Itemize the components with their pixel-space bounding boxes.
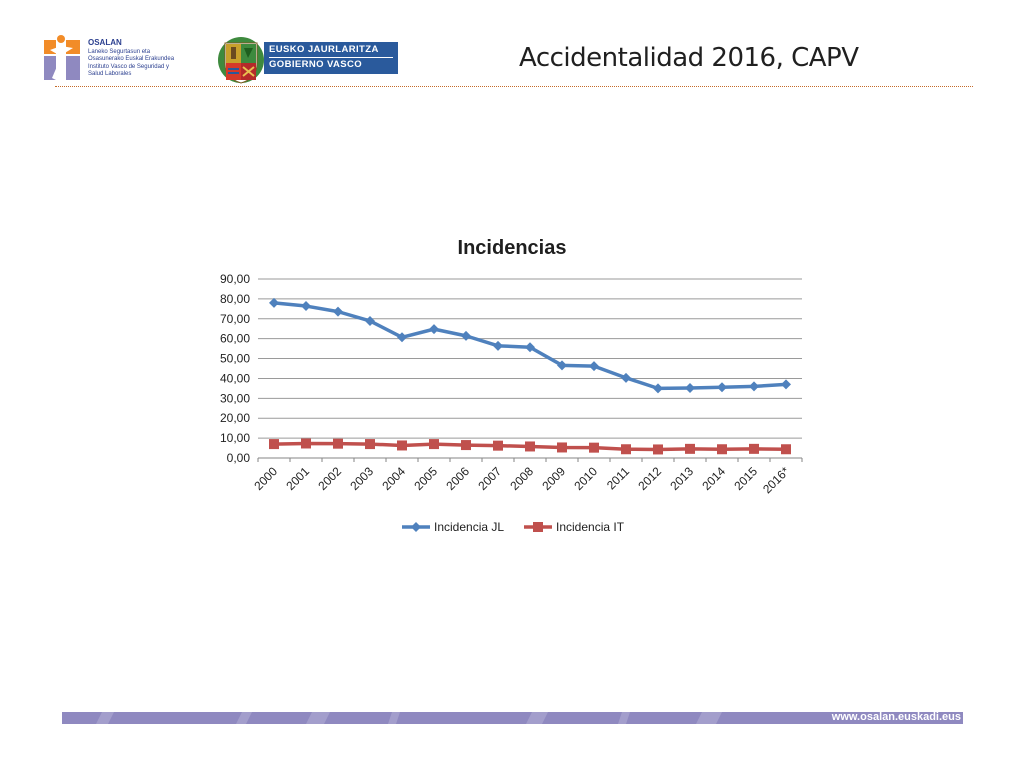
osalan-line-1: Laneko Segurtasun eta xyxy=(88,49,151,55)
gobierno-vasco-banner: EUSKO JAURLARITZA GOBIERNO VASCO xyxy=(264,42,398,74)
x-tick-label: 2006 xyxy=(443,464,472,493)
data-point xyxy=(557,442,567,453)
x-tick-label: 2015 xyxy=(731,464,760,493)
data-point xyxy=(429,324,439,335)
y-tick-label: 0,00 xyxy=(227,451,251,465)
data-point xyxy=(717,444,727,455)
x-tick-label: 2010 xyxy=(571,464,600,493)
y-tick-label: 30,00 xyxy=(220,391,250,405)
x-tick-label: 2000 xyxy=(251,464,280,493)
chart-container: Incidencias 0,00 10,00 20,00 30,00 40,00 50,0… xyxy=(190,222,830,552)
x-tick-label: 2013 xyxy=(667,464,696,493)
osalan-line-3: Instituto Vasco de Seguridad y xyxy=(88,64,169,70)
data-point xyxy=(589,361,599,372)
slide-header: OSALAN Laneko Segurtasun eta Osasunerako… xyxy=(0,0,1024,92)
series-incidencia-jl xyxy=(269,297,791,394)
osalan-line-2: Osasunerako Euskal Erakundea xyxy=(88,56,175,62)
data-point xyxy=(493,340,503,351)
x-tick-label: 2002 xyxy=(315,464,344,493)
data-point xyxy=(269,439,279,450)
legend-item: Incidencia IT xyxy=(524,520,625,534)
x-tick-label: 2001 xyxy=(283,464,312,493)
data-point xyxy=(301,301,311,312)
osalan-name: OSALAN xyxy=(88,38,122,47)
legend-label: Incidencia IT xyxy=(556,520,625,534)
osalan-figure-icon xyxy=(44,35,80,80)
legend-marker xyxy=(533,522,543,532)
x-tick-label: 2009 xyxy=(539,464,568,493)
data-point xyxy=(365,439,375,450)
data-point xyxy=(621,372,631,383)
data-point xyxy=(461,440,471,451)
data-point xyxy=(333,438,343,449)
data-point xyxy=(653,444,663,455)
legend-marker xyxy=(411,522,421,532)
y-tick-label: 90,00 xyxy=(220,272,250,286)
legend-item: Incidencia JL xyxy=(402,520,504,534)
header-divider xyxy=(55,86,973,87)
coat-of-arms-icon xyxy=(218,37,264,84)
incidencias-chart: Incidencias 0,00 10,00 20,00 30,00 40,00 50,0… xyxy=(220,237,803,534)
x-axis-ticks: 2000 2001 2002 2003 2004 2005 2006 2007 2008 2009… xyxy=(251,458,803,496)
data-point xyxy=(397,440,407,451)
data-point xyxy=(653,383,663,394)
gobierno-vasco-logo: EUSKO JAURLARITZA GOBIERNO VASCO xyxy=(216,34,400,86)
data-point xyxy=(493,440,503,451)
y-axis-ticks: 0,00 10,00 20,00 30,00 40,00 50,00 60,00 70,00 8… xyxy=(220,272,250,465)
data-point xyxy=(269,297,279,308)
gobierno-line-1: EUSKO JAURLARITZA xyxy=(269,44,379,55)
footer-bar: www.osalan.euskadi.eus xyxy=(62,712,963,724)
data-point xyxy=(461,330,471,341)
y-tick-label: 40,00 xyxy=(220,371,250,385)
data-point xyxy=(589,442,599,453)
series-incidencia-it xyxy=(269,438,791,455)
gobierno-line-2: GOBIERNO VASCO xyxy=(269,59,363,70)
footer-pattern xyxy=(96,712,722,724)
x-tick-label: 2004 xyxy=(379,464,408,493)
data-point xyxy=(749,381,759,392)
data-point xyxy=(397,332,407,343)
y-tick-label: 20,00 xyxy=(220,411,250,425)
chart-title: Incidencias xyxy=(458,237,567,259)
data-point xyxy=(365,315,375,326)
data-point xyxy=(333,306,343,317)
data-point xyxy=(781,444,791,455)
y-tick-label: 70,00 xyxy=(220,312,250,326)
x-tick-label: 2016* xyxy=(760,464,792,496)
chart-series xyxy=(269,297,791,455)
chart-legend: Incidencia JL Incidencia IT xyxy=(402,520,625,534)
x-tick-label: 2008 xyxy=(507,464,536,493)
y-tick-label: 60,00 xyxy=(220,332,250,346)
data-point xyxy=(621,444,631,455)
data-point xyxy=(525,441,535,452)
data-point xyxy=(557,360,567,371)
data-point xyxy=(717,382,727,393)
footer-url: www.osalan.euskadi.eus xyxy=(831,712,961,723)
data-point xyxy=(301,438,311,449)
y-tick-label: 10,00 xyxy=(220,431,250,445)
x-tick-label: 2014 xyxy=(699,464,728,493)
data-point xyxy=(525,342,535,353)
x-tick-label: 2007 xyxy=(475,464,504,493)
osalan-logo: OSALAN Laneko Segurtasun eta Osasunerako… xyxy=(42,34,212,86)
x-tick-label: 2012 xyxy=(635,464,664,493)
data-point xyxy=(781,379,791,390)
y-tick-label: 50,00 xyxy=(220,352,250,366)
page-title: Accidentalidad 2016, CAPV xyxy=(519,43,859,73)
legend-label: Incidencia JL xyxy=(434,520,504,534)
data-point xyxy=(429,439,439,450)
x-tick-label: 2003 xyxy=(347,464,376,493)
osalan-line-4: Salud Laborales xyxy=(88,71,132,77)
y-tick-label: 80,00 xyxy=(220,292,250,306)
x-tick-label: 2011 xyxy=(604,464,632,492)
data-point xyxy=(685,443,695,454)
data-point xyxy=(685,382,695,393)
gridlines xyxy=(258,278,802,459)
data-point xyxy=(749,443,759,454)
x-tick-label: 2005 xyxy=(411,464,440,493)
